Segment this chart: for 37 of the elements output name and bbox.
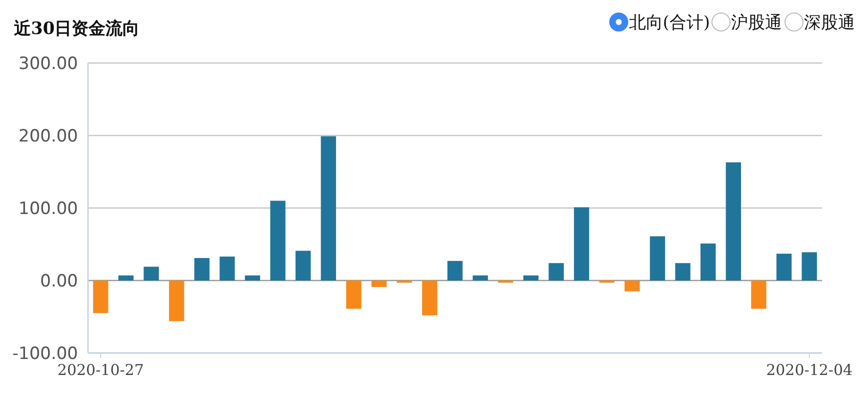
- bar: [194, 258, 210, 280]
- bar: [118, 275, 134, 280]
- text: 深股通: [804, 13, 855, 33]
- text: 沪股通: [731, 13, 782, 33]
- bar: [523, 275, 539, 280]
- bar: [472, 275, 488, 280]
- text: 北向(合计): [628, 13, 710, 33]
- bar: [624, 280, 640, 292]
- y-tick-label: 300.00: [18, 54, 78, 74]
- bar: [751, 280, 766, 309]
- bar: [144, 266, 159, 280]
- bar: [220, 256, 235, 280]
- y-tick-label: 100.00: [18, 198, 78, 219]
- y-tick-label: 200.00: [18, 126, 78, 146]
- x-tick-label: 2020-12-04: [766, 361, 853, 379]
- bar: [447, 260, 463, 280]
- chart-title: 近30日资金流向: [13, 19, 140, 39]
- bar: [726, 162, 742, 280]
- bar: [574, 207, 590, 280]
- bar: [270, 200, 286, 280]
- bar: [371, 280, 387, 288]
- bar: [244, 275, 260, 280]
- y-tick-label: -100.00: [12, 344, 78, 364]
- bar: [802, 252, 817, 280]
- y-tick-label: 0.00: [40, 271, 78, 292]
- bar: [422, 280, 438, 316]
- bar: [650, 236, 666, 280]
- bar: [548, 263, 564, 280]
- bar: [776, 254, 792, 280]
- bar: [700, 244, 716, 280]
- bar: [320, 136, 336, 280]
- bar: [93, 280, 108, 314]
- bar: [675, 263, 690, 280]
- x-tick-label: 2020-10-27: [57, 361, 144, 379]
- bar: [168, 280, 184, 322]
- bar: [346, 280, 362, 309]
- bar: [296, 250, 311, 280]
